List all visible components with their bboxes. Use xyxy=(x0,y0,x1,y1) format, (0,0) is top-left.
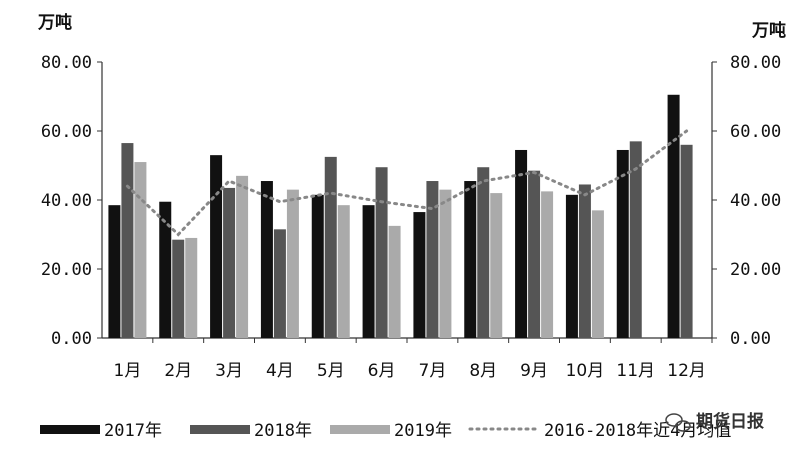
bar-2017年 xyxy=(311,194,324,338)
bar-2018年 xyxy=(273,229,286,338)
bar-2018年 xyxy=(375,167,388,338)
bar-2019年 xyxy=(236,175,249,338)
category-label: 7月 xyxy=(419,361,447,381)
bar-2019年 xyxy=(591,210,604,338)
left-tick-label: 60.00 xyxy=(41,122,92,142)
axes xyxy=(97,61,717,343)
category-label: 2月 xyxy=(164,361,192,381)
right-tick-label: 0.00 xyxy=(730,329,771,349)
category-label: 4月 xyxy=(266,361,294,381)
bar-2018年 xyxy=(172,239,185,338)
left-tick-label: 80.00 xyxy=(41,53,92,73)
watermark-text: 期货日报 xyxy=(696,411,764,432)
bar-2019年 xyxy=(388,225,401,338)
watermark: 期货日报 xyxy=(665,411,764,432)
bar-2019年 xyxy=(337,205,350,338)
bar-2017年 xyxy=(362,205,375,338)
category-label: 11月 xyxy=(616,361,655,381)
bar-2017年 xyxy=(616,149,629,338)
legend-swatch xyxy=(190,425,250,434)
average-line xyxy=(125,129,689,237)
category-label: 5月 xyxy=(317,361,345,381)
left-tick-label: 40.00 xyxy=(41,191,92,211)
labels: 0.00 0.00 20.00 20.00 40.00 40.00 60.00 60.00 80… xyxy=(37,12,786,381)
left-tick-label: 0.00 xyxy=(51,329,92,349)
bar-2018年 xyxy=(477,167,490,338)
right-tick-label: 80.00 xyxy=(730,53,781,73)
bar-2019年 xyxy=(185,237,198,338)
bar-2019年 xyxy=(134,162,147,338)
bar-2018年 xyxy=(324,156,337,338)
line-2016-2018年近4月均值 xyxy=(125,129,689,237)
category-label: 1月 xyxy=(114,361,142,381)
bar-2018年 xyxy=(426,181,439,338)
legend-swatch xyxy=(40,425,100,434)
bar-2017年 xyxy=(667,94,680,339)
bars xyxy=(108,94,693,339)
legend-label: 2018年 xyxy=(254,421,312,441)
bar-2017年 xyxy=(210,155,223,338)
bar-2017年 xyxy=(108,205,121,338)
bar-2019年 xyxy=(286,189,299,338)
legend-swatch xyxy=(330,425,390,434)
bar-2017年 xyxy=(260,181,273,338)
bar-2019年 xyxy=(439,189,452,338)
category-label: 3月 xyxy=(215,361,243,381)
bar-2018年 xyxy=(223,187,236,338)
bar-2017年 xyxy=(515,149,528,338)
bar-2019年 xyxy=(490,193,503,338)
category-label: 8月 xyxy=(469,361,497,381)
legend-label: 2019年 xyxy=(394,421,452,441)
category-label: 10月 xyxy=(566,361,605,381)
right-tick-label: 20.00 xyxy=(730,260,781,280)
left-tick-label: 20.00 xyxy=(41,260,92,280)
bar-2017年 xyxy=(159,201,172,338)
legend-label: 2016-2018年近4月均值 xyxy=(544,421,731,441)
bar-2017年 xyxy=(413,212,426,338)
bar-2017年 xyxy=(565,194,578,338)
right-tick-label: 40.00 xyxy=(730,191,781,211)
right-tick-label: 60.00 xyxy=(730,122,781,142)
bar-2018年 xyxy=(528,170,541,338)
bar-2018年 xyxy=(578,184,591,338)
bar-2018年 xyxy=(680,144,693,338)
wechat-icon xyxy=(665,413,691,432)
right-unit-label: 万吨 xyxy=(751,20,786,41)
bar-2019年 xyxy=(541,191,554,338)
left-unit-label: 万吨 xyxy=(37,12,72,33)
legend: 2017年 2018年 2019年 2016-2018年近4月均值 xyxy=(40,421,731,441)
bar-2017年 xyxy=(464,181,477,338)
bar-2018年 xyxy=(121,143,134,338)
category-label: 9月 xyxy=(520,361,548,381)
legend-label: 2017年 xyxy=(104,421,162,441)
bar-2018年 xyxy=(629,141,642,338)
category-label: 6月 xyxy=(368,361,396,381)
category-label: 12月 xyxy=(667,361,706,381)
